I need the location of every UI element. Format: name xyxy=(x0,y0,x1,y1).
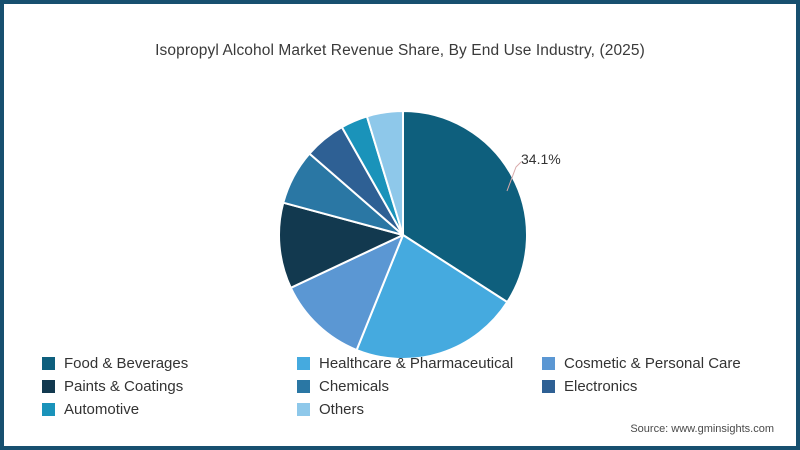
legend-label: Food & Beverages xyxy=(64,355,189,372)
pie-slice-paints-coatings xyxy=(278,201,404,289)
slice-value-label: 34.1% xyxy=(521,151,561,167)
legend-label: Paints & Coatings xyxy=(64,378,184,395)
label-leader-line xyxy=(506,161,522,192)
legend-label: Chemicals xyxy=(319,378,390,395)
source-attribution: Source: www.gminsights.com xyxy=(630,423,774,435)
legend: Food & Beverages Healthcare & Pharmaceuti… xyxy=(42,354,772,419)
pie-slice-cosmetic-personal-care xyxy=(289,234,404,351)
legend-swatch-icon xyxy=(542,357,555,370)
legend-item-food-beverages: Food & Beverages xyxy=(42,354,297,373)
legend-label: Others xyxy=(319,401,365,418)
legend-label: Automotive xyxy=(64,401,140,418)
legend-item-cosmetic-personal-care: Cosmetic & Personal Care xyxy=(542,354,772,373)
legend-item-chemicals: Chemicals xyxy=(297,377,542,396)
legend-swatch-icon xyxy=(42,403,55,416)
legend-item-automotive: Automotive xyxy=(42,400,297,419)
legend-item-paints-coatings: Paints & Coatings xyxy=(42,377,297,396)
legend-swatch-icon xyxy=(297,357,310,370)
pie-slice-healthcare-pharmaceutical xyxy=(355,234,509,360)
legend-label: Cosmetic & Personal Care xyxy=(564,355,741,372)
legend-swatch-icon xyxy=(297,403,310,416)
chart-title: Isopropyl Alcohol Market Revenue Share, … xyxy=(155,42,645,59)
legend-item-others: Others xyxy=(297,400,542,419)
legend-item-electronics: Electronics xyxy=(542,377,772,396)
legend-item-healthcare-pharmaceutical: Healthcare & Pharmaceutical xyxy=(297,354,542,373)
legend-swatch-icon xyxy=(42,357,55,370)
pie-slice-others xyxy=(365,110,404,236)
legend-swatch-icon xyxy=(297,380,310,393)
pie-chart xyxy=(278,110,528,360)
legend-swatch-icon xyxy=(542,380,555,393)
legend-swatch-icon xyxy=(42,380,55,393)
legend-label: Healthcare & Pharmaceutical xyxy=(319,355,514,372)
legend-label: Electronics xyxy=(564,378,638,395)
